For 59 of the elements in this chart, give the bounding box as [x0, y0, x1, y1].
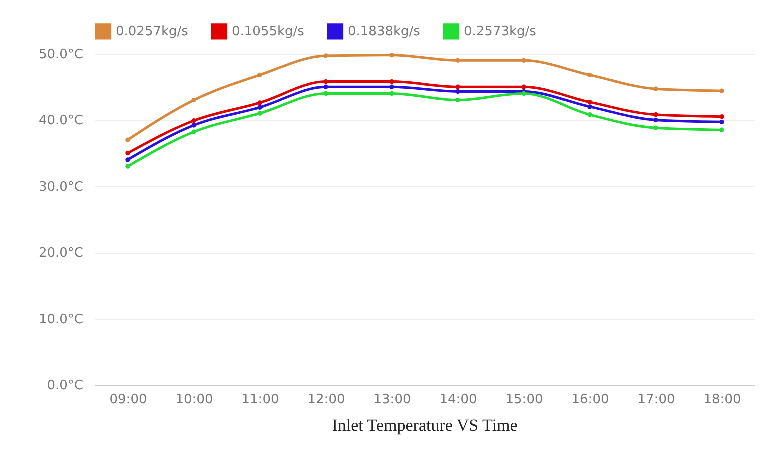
- point: [654, 86, 658, 92]
- legend-label: 0.0257kg/s: [116, 24, 189, 40]
- legend-label: 0.2573kg/s: [464, 24, 537, 40]
- point: [456, 98, 460, 103]
- point: [654, 118, 658, 123]
- x-tick-label: 17:00: [638, 392, 676, 408]
- point: [126, 138, 130, 142]
- point: [390, 84, 394, 90]
- point: [654, 126, 658, 130]
- x-tick-label: 13:00: [374, 392, 412, 408]
- point: [192, 118, 196, 124]
- point: [126, 164, 130, 169]
- point: [192, 130, 196, 134]
- point: [258, 100, 262, 106]
- point: [456, 84, 460, 90]
- x-tick-label: 15:00: [506, 392, 544, 408]
- point: [324, 54, 328, 58]
- x-tick-label: 09:00: [110, 392, 148, 408]
- point: [720, 120, 724, 125]
- point: [588, 104, 592, 110]
- point: [588, 72, 592, 78]
- x-tick-label: 10:00: [176, 392, 214, 408]
- point: [258, 111, 262, 116]
- legend-label: 0.1838kg/s: [348, 24, 421, 40]
- point: [456, 89, 460, 94]
- point: [588, 100, 592, 105]
- point: [192, 123, 196, 128]
- point: [324, 79, 328, 84]
- y-tick-label: 0.0°C: [47, 378, 84, 394]
- point: [720, 114, 724, 120]
- point: [324, 91, 328, 96]
- point: [522, 58, 526, 63]
- point: [522, 84, 526, 90]
- point: [588, 112, 592, 118]
- y-tick-label: 40.0°C: [38, 114, 84, 129]
- point: [324, 84, 328, 90]
- point: [390, 79, 394, 84]
- point: [258, 72, 262, 78]
- x-tick-label: 16:00: [572, 392, 610, 408]
- x-tick-label: 11:00: [242, 392, 280, 408]
- point: [390, 52, 394, 58]
- y-tick-label: 20.0°C: [38, 246, 84, 262]
- point: [126, 158, 130, 162]
- x-tick-label: 12:00: [308, 392, 346, 408]
- point: [390, 91, 394, 96]
- point: [456, 58, 460, 63]
- y-tick-label: 10.0°C: [38, 312, 84, 328]
- x-tick-label: 14:00: [440, 392, 478, 408]
- text: Inlet Temperature VS Time: [332, 416, 518, 435]
- y-tick-label: 50.0°C: [38, 48, 84, 62]
- point: [720, 128, 724, 132]
- point: [126, 150, 130, 156]
- point: [654, 112, 658, 118]
- point: [192, 98, 196, 103]
- legend-label: 0.1055kg/s: [232, 24, 305, 40]
- y-tick-label: 30.0°C: [38, 180, 84, 195]
- point: [720, 88, 724, 94]
- x-tick-label: 18:00: [704, 392, 742, 408]
- point: [258, 105, 262, 110]
